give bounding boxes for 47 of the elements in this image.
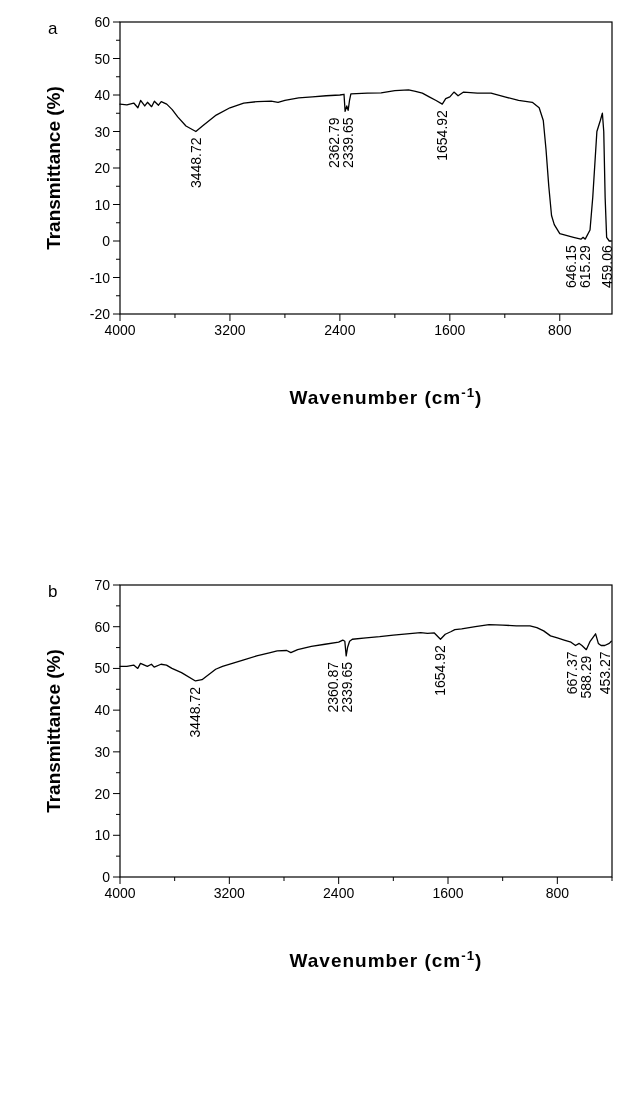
annotation: 2339.65 <box>338 661 355 713</box>
y-tick-label: -10 <box>89 269 111 286</box>
annotation: 459.06 <box>598 244 615 288</box>
y-tick-label: 30 <box>94 743 111 760</box>
chart-title: a <box>48 19 58 38</box>
y-axis-title: Transmittance (%) <box>43 649 64 813</box>
x-axis-title: Wavenumber (cm$^{-1}$) <box>289 947 483 971</box>
chart-title: b <box>48 582 58 601</box>
x-tick-label: 3200 <box>214 322 246 338</box>
annotation: 1654.92 <box>434 109 451 161</box>
y-tick-label: 60 <box>94 14 111 30</box>
y-tick-label: 70 <box>94 577 111 593</box>
annotation: 3448.72 <box>187 686 204 738</box>
y-tick-label: 10 <box>94 827 111 844</box>
annotation: 2362.79 <box>326 117 343 169</box>
y-tick-label: 50 <box>94 660 111 677</box>
x-tick-label: 1600 <box>434 322 466 338</box>
y-tick-label: 50 <box>94 50 111 67</box>
y-tick-label: 40 <box>94 702 111 719</box>
annotation: 453.27 <box>596 651 613 695</box>
y-tick-label: -20 <box>89 306 111 322</box>
x-tick-label: 2400 <box>323 885 355 901</box>
annotation: 667.37 <box>564 651 581 695</box>
x-tick-label: 2400 <box>324 322 356 338</box>
x-tick-label: 4000 <box>104 885 136 901</box>
y-tick-label: 20 <box>94 160 111 176</box>
y-tick-label: 0 <box>102 869 111 885</box>
annotation: 3448.72 <box>187 137 204 189</box>
annotation: 2360.87 <box>324 661 341 713</box>
annotation: 615.29 <box>577 244 594 288</box>
annotation: 588.29 <box>578 655 595 699</box>
x-tick-label: 4000 <box>104 322 136 338</box>
y-tick-label: 10 <box>94 196 111 213</box>
x-tick-label: 800 <box>548 322 572 338</box>
annotation: 1654.92 <box>432 645 449 696</box>
y-tick-label: 0 <box>102 233 111 249</box>
annotation: 646.15 <box>563 244 580 288</box>
x-tick-label: 800 <box>545 885 570 901</box>
y-axis-title: Transmittance (%) <box>43 86 64 250</box>
y-tick-label: 30 <box>94 123 111 140</box>
y-tick-label: 60 <box>94 618 111 635</box>
annotation: 2339.65 <box>340 117 357 169</box>
x-tick-label: 3200 <box>213 885 246 901</box>
x-tick-label: 1600 <box>432 885 464 901</box>
x-axis-title: Wavenumber (cm$^{-1}$) <box>289 384 483 408</box>
y-tick-label: 40 <box>94 87 111 103</box>
y-tick-label: 20 <box>94 785 111 802</box>
